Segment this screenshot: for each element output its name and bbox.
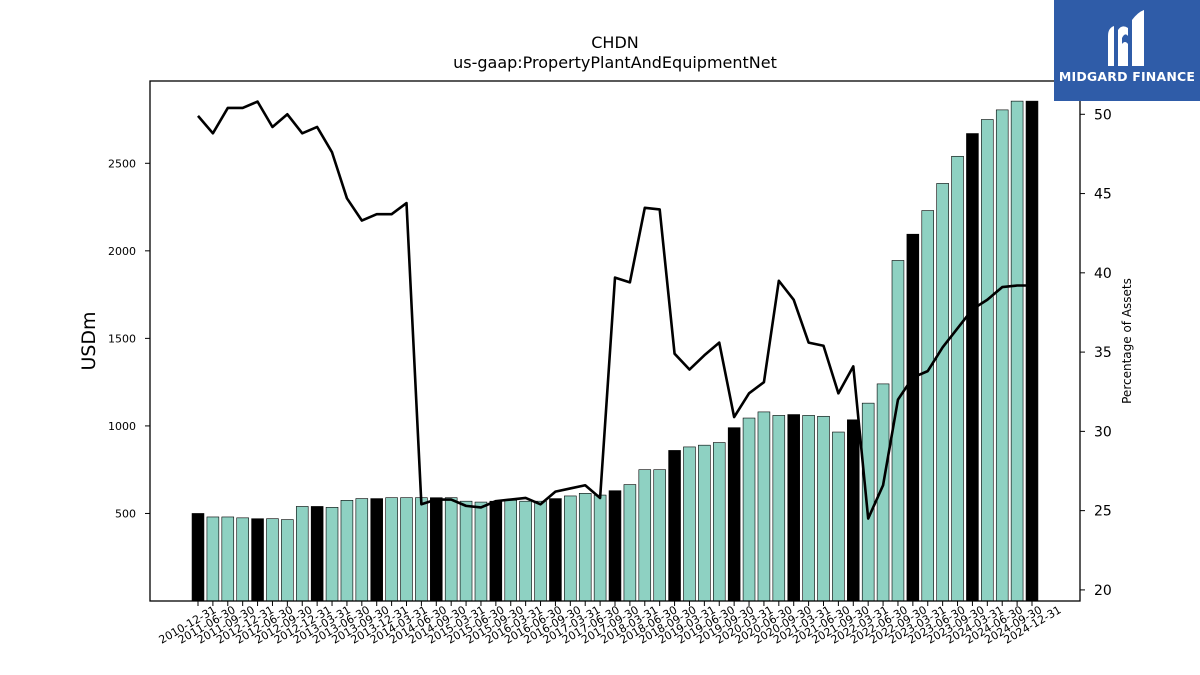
bar [683,446,696,602]
y-axis-label: USDm [78,311,100,370]
bar [742,417,756,602]
bar [385,497,398,602]
percentage-line [197,100,1032,520]
bar [802,415,815,602]
bar [310,506,324,602]
bar [668,450,681,602]
bar [191,513,205,602]
bar [295,506,309,602]
bar [206,516,220,602]
y2-tick-label: 50 [1094,107,1112,123]
y2-tick-label: 40 [1094,266,1112,282]
bar [1025,100,1039,602]
bar [489,500,503,602]
bar-group [191,100,1039,602]
bar [608,490,622,602]
y2-axis-label: Percentage of Assets [1120,278,1134,404]
bar [325,507,339,602]
chart-subtitle: us-gaap:PropertyPlantAndEquipmentNet [453,53,777,72]
y2-tick-label: 20 [1094,583,1112,599]
bar [430,497,443,602]
midgard-m-logo-icon [1108,10,1144,66]
brand-logo: MIDGARD FINANCE [1054,0,1200,101]
bar [593,494,607,602]
bar [623,484,637,602]
bar [534,500,547,602]
y-tick-label: 500 [115,507,136,520]
bar [936,183,949,602]
bar [921,210,934,602]
bar [459,500,473,602]
bar [727,427,741,602]
bar [653,469,666,602]
bar [1010,100,1024,602]
y2-tick-label: 30 [1094,424,1112,440]
y-axis-right: 20 25 30 35 40 45 50 [1080,107,1112,599]
bar [847,419,860,602]
bar [444,497,458,602]
bar [757,411,771,602]
bar [966,133,979,602]
bar [504,500,518,602]
chart-title: CHDN [591,33,639,52]
bar [578,493,592,602]
y2-tick-label: 45 [1094,187,1112,203]
bar [549,498,562,602]
bar [400,497,413,602]
bar [861,402,875,602]
x-axis: 2010-12-312011-06-302011-09-302012-12-31… [157,601,1064,647]
y2-tick-label: 35 [1094,345,1112,361]
bar [698,444,711,602]
y-tick-label: 2500 [108,157,136,170]
bar [221,516,235,602]
bar [474,501,488,602]
bar [564,495,577,602]
y-tick-label: 1500 [108,332,136,345]
bar [981,119,994,602]
bar [281,519,294,602]
bar [266,518,279,602]
bar [415,497,428,602]
line-layer [197,100,1032,520]
bar [817,415,830,602]
bar [995,109,1009,602]
brand-name: MIDGARD FINANCE [1058,69,1196,84]
bar [251,518,264,602]
bar [236,517,249,602]
bar [355,498,369,602]
bar [772,415,786,602]
bar [712,442,726,602]
bar [340,500,354,602]
y-axis-left: 500 1000 1500 2000 2500 [108,157,150,520]
y-tick-label: 1000 [108,420,136,433]
bar [787,414,800,602]
y2-tick-label: 25 [1094,504,1112,520]
bar [951,155,964,602]
bar [906,233,920,602]
y-tick-label: 2000 [108,245,136,258]
bar [638,469,652,602]
bar [832,431,845,602]
bar [370,498,383,602]
bar [519,500,532,602]
